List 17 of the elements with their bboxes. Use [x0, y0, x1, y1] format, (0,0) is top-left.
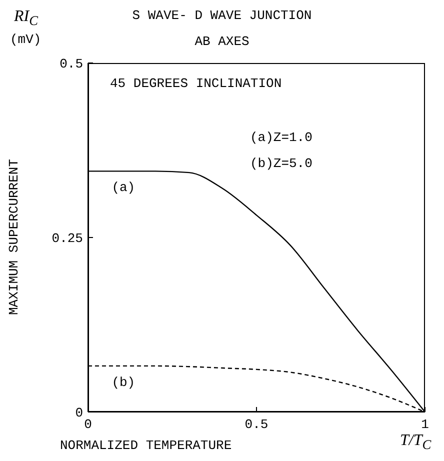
x-tick-label: 1 — [421, 417, 430, 432]
chart-subtitle: AB AXES — [194, 34, 250, 49]
text: (mV) — [10, 32, 42, 47]
x-tick-label: 0.5 — [244, 417, 268, 432]
series-label: (b) — [112, 374, 136, 390]
x-axis-title: NORMALIZED TEMPERATURE — [60, 438, 232, 453]
annotation: (b)Z=5.0 — [250, 156, 312, 171]
annotation: 45 DEGREES INCLINATION — [110, 76, 282, 91]
chart-title: S WAVE- D WAVE JUNCTION — [132, 8, 312, 23]
y-tick-label: 0 — [75, 406, 83, 421]
text: RI$_{C}$ — [14, 8, 38, 30]
series-label: (a) — [112, 180, 136, 196]
y-axis-title: MAXIMUM SUPERCURRENT — [6, 158, 22, 316]
annotation: (a)Z=1.0 — [250, 130, 312, 145]
text: T/T$_{C}$ — [400, 432, 432, 454]
y-tick-label: 0.25 — [52, 231, 83, 246]
y-tick-label: 0.5 — [60, 56, 83, 72]
